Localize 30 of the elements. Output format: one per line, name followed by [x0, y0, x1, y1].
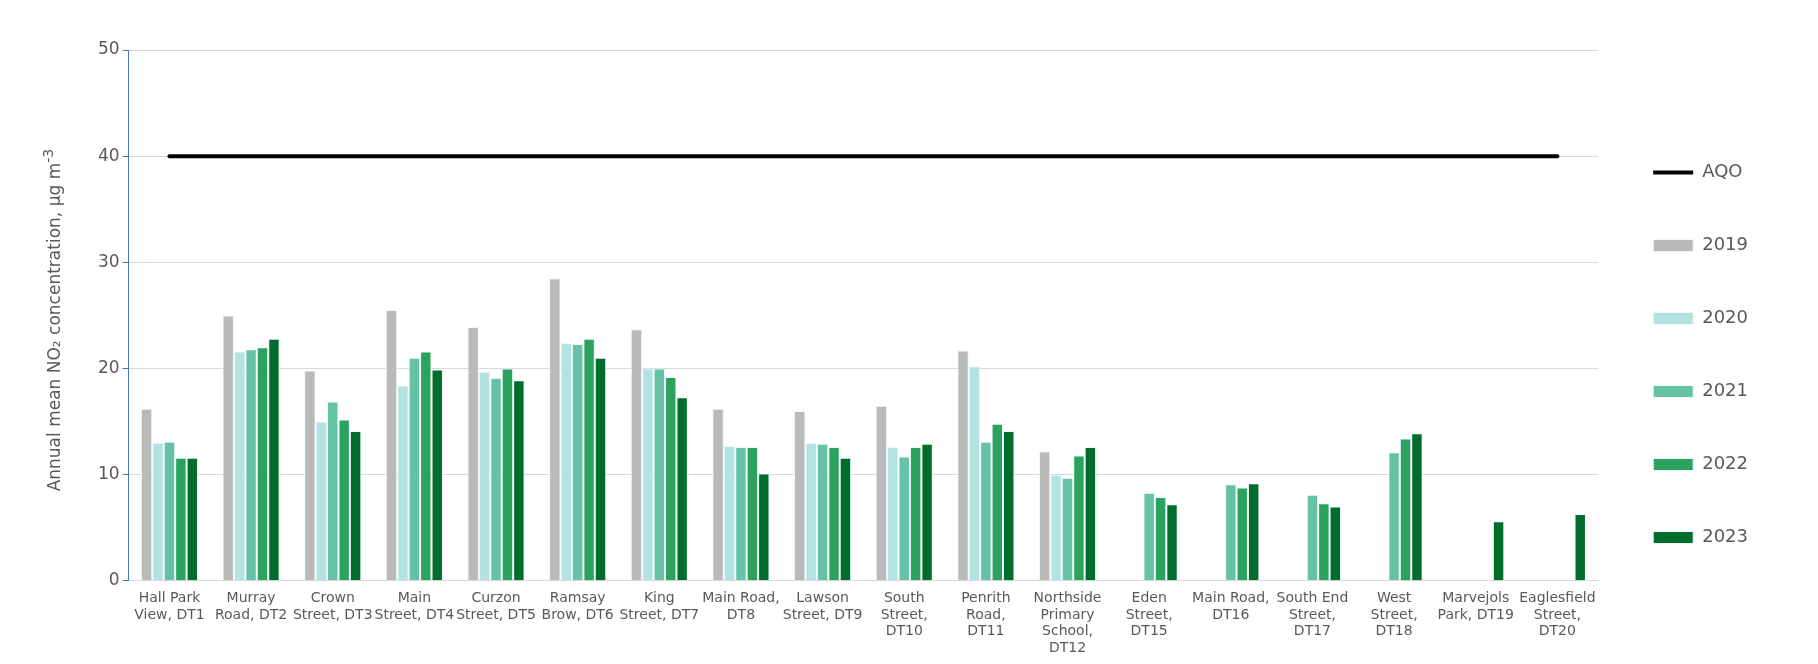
legend-label: 2019	[1702, 233, 1748, 255]
x-tick-label: Eaglesfield Street, DT20	[1519, 588, 1596, 639]
legend-label: 2023	[1702, 525, 1748, 547]
x-tick-label: Hall Park View, DT1	[134, 588, 205, 622]
x-tick-label: Main Street, DT4	[374, 588, 455, 622]
x-tick-label: South Street, DT10	[880, 588, 928, 639]
x-tick-label: Lawson Street, DT9	[782, 588, 863, 622]
legend-label: AQO	[1702, 160, 1743, 182]
y-tick-label: 0	[108, 569, 120, 590]
x-tick-label: Eden Street, DT15	[1125, 588, 1173, 639]
legend-label: 2020	[1702, 306, 1748, 328]
y-tick-label: 10	[97, 463, 120, 484]
y-tick-label: 40	[97, 144, 120, 165]
x-tick-label: Marvejols Park, DT19	[1437, 588, 1514, 622]
legend-label: 2022	[1702, 452, 1748, 474]
x-tick-label: King Street, DT7	[619, 588, 700, 622]
x-tick-label: Main Road, DT16	[1192, 588, 1270, 622]
y-tick-label: 30	[97, 250, 120, 271]
x-tick-label: Northside Primary School, DT12	[1033, 588, 1102, 656]
x-tick-label: West Street, DT18	[1370, 588, 1418, 639]
x-tick-label: Curzon Street, DT5	[456, 588, 536, 622]
x-tick-label: Main Road, DT8	[702, 588, 780, 622]
y-tick-label: 20	[97, 356, 120, 377]
x-tick-label: Crown Street, DT3	[292, 588, 373, 622]
x-tick-label: Penrith Road, DT11	[961, 588, 1011, 639]
x-tick-label: Ramsay Brow, DT6	[541, 588, 614, 622]
y-tick-label: 50	[97, 38, 120, 59]
x-tick-label: South End Street, DT17	[1276, 588, 1349, 639]
legend-label: 2021	[1702, 379, 1748, 401]
x-tick-label: Murray Road, DT2	[214, 588, 288, 622]
